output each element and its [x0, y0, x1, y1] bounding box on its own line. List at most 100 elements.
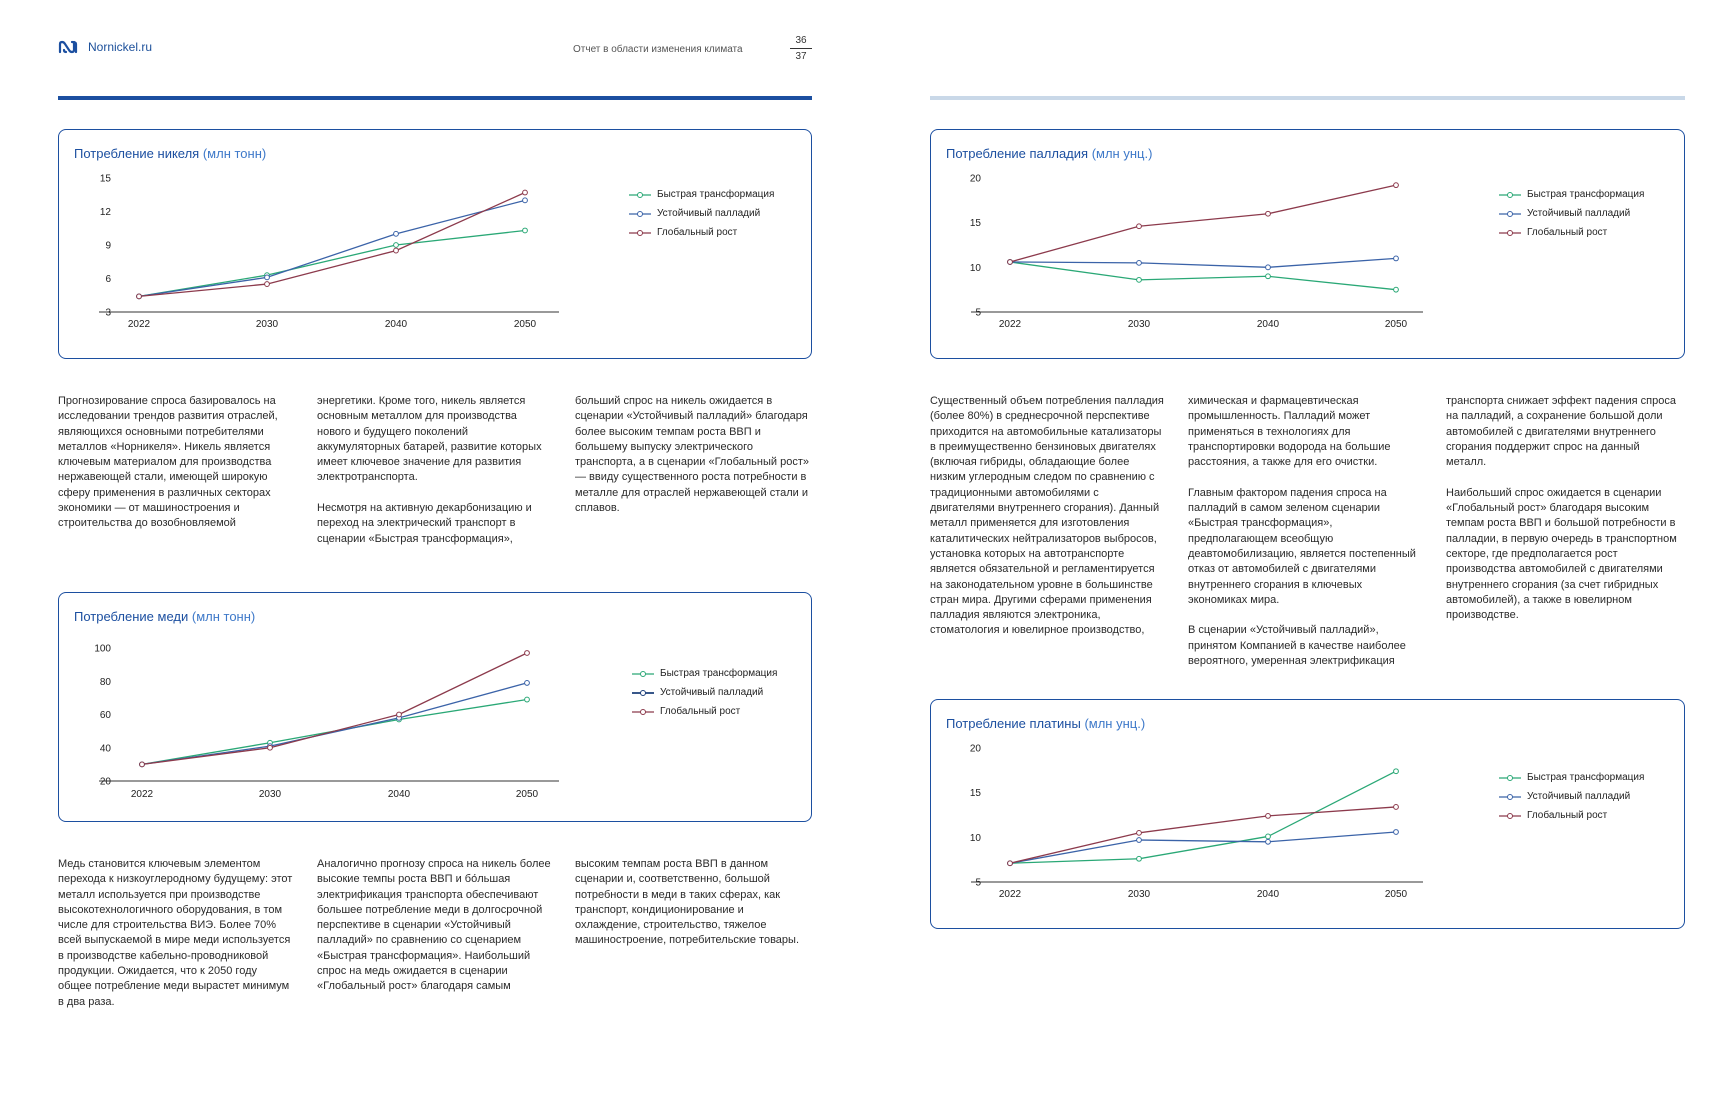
data-point-sustainable — [1136, 837, 1142, 843]
series-line-fast — [1009, 770, 1397, 864]
legend: Быстрая трансформация Устойчивый паллади… — [1499, 768, 1644, 825]
data-point-fast — [1136, 855, 1142, 862]
legend-item-fast: Быстрая трансформация — [1499, 185, 1644, 204]
x-tick-label: 2050 — [1385, 319, 1408, 330]
series-line-fast — [138, 229, 526, 298]
logo[interactable]: Nornickel.ru — [58, 40, 152, 54]
x-tick-label: 2040 — [388, 789, 411, 800]
nickel-chart: Потребление никеля (млн тонн) 3 6 9 12 15 202… — [58, 129, 812, 359]
data-point-fast — [1393, 286, 1399, 293]
legend: Быстрая трансформация Устойчивый паллади… — [629, 185, 774, 242]
series-line-sustainable — [1009, 831, 1397, 864]
y-tick-label: 9 — [105, 241, 111, 252]
data-point-sustainable — [393, 230, 399, 237]
y-tick-label: 10 — [970, 263, 982, 274]
data-point-global — [1136, 223, 1142, 230]
y-tick-label: 60 — [100, 710, 112, 721]
site-link[interactable]: Nornickel.ru — [88, 40, 153, 54]
data-point-global — [1007, 860, 1013, 867]
palladium-text-col-3: транспорта снижает эффект падения спроса… — [1446, 395, 1677, 622]
nickel-text-col-2: энергетики. Кроме того, никель является … — [317, 395, 542, 545]
data-point-global — [267, 744, 273, 751]
x-tick-label: 2050 — [514, 319, 537, 330]
series-line-global — [141, 652, 528, 766]
legend-item-global: Глобальный рост — [1499, 223, 1644, 242]
y-tick-label: 15 — [970, 218, 982, 229]
chart-title: Потребление никеля (млн тонн) — [74, 146, 267, 161]
palladium-text-col-2: химическая и фармацевтическая промышленн… — [1188, 395, 1416, 668]
y-tick-label: 100 — [94, 644, 111, 655]
page-number-bottom: 37 — [795, 51, 807, 62]
y-tick-label: 6 — [105, 274, 111, 285]
data-point-global — [393, 247, 399, 254]
data-point-sustainable — [1393, 829, 1399, 835]
legend-item-global: Глобальный рост — [1499, 806, 1644, 825]
platinum-plot: 5 10 15 20 2022 2030 2040 2050 — [970, 744, 1423, 900]
x-tick-label: 2030 — [1128, 319, 1151, 330]
x-tick-label: 2040 — [385, 319, 408, 330]
report-title: Отчет в области изменения климата — [573, 44, 743, 55]
y-tick-label: 40 — [100, 743, 112, 754]
data-point-global — [524, 650, 530, 656]
copper-text-col-1: Медь становится ключевым элементом перех… — [58, 858, 293, 1008]
data-point-sustainable — [1265, 838, 1271, 845]
data-point-global — [1265, 812, 1271, 819]
header-rule-left — [58, 96, 812, 100]
nickel-text-col-1: Прогнозирование спроса базировалось на и… — [58, 395, 278, 530]
x-tick-label: 2040 — [1257, 889, 1280, 900]
data-point-sustainable — [1393, 255, 1399, 262]
data-point-fast — [1393, 768, 1399, 775]
x-tick-label: 2030 — [256, 319, 279, 330]
chart-title: Потребление палладия (млн унц.) — [946, 146, 1153, 161]
data-point-sustainable — [522, 197, 528, 204]
chart-title: Потребление меди (млн тонн) — [74, 609, 256, 624]
page-number-top: 36 — [795, 35, 807, 46]
data-point-global — [396, 711, 402, 718]
x-tick-label: 2022 — [128, 319, 151, 330]
data-point-global — [139, 761, 145, 768]
data-point-global — [1393, 182, 1399, 189]
data-point-sustainable — [264, 274, 270, 281]
nickel-plot: 3 6 9 12 15 2022 2030 2040 2050 — [99, 174, 559, 330]
data-point-global — [264, 281, 270, 287]
x-tick-label: 2050 — [516, 789, 539, 800]
data-point-fast — [1136, 276, 1142, 283]
legend-item-sustainable: Устойчивый палладий — [629, 204, 774, 223]
data-point-global — [1007, 259, 1013, 265]
y-tick-label: 15 — [970, 788, 982, 799]
data-point-global — [1265, 210, 1271, 217]
nickel-text-col-3: больший спрос на никель ожидается в сцен… — [575, 395, 809, 515]
legend-item-fast: Быстрая трансформация — [629, 185, 774, 204]
y-tick-label: 20 — [100, 777, 112, 788]
data-point-fast — [522, 227, 528, 234]
y-tick-label: 20 — [970, 744, 982, 755]
data-point-sustainable — [1265, 264, 1271, 271]
data-point-sustainable — [1136, 259, 1142, 266]
platinum-chart: Потребление платины (млн унц.) 5 10 15 20 20… — [930, 699, 1685, 929]
y-tick-label: 10 — [970, 833, 982, 844]
x-tick-label: 2030 — [1128, 889, 1151, 900]
x-tick-label: 2022 — [131, 789, 154, 800]
copper-text-col-3: высоким темпам роста ВВП в данном сценар… — [575, 858, 800, 947]
legend-item-sustainable: Устойчивый палладий — [1499, 204, 1644, 223]
x-tick-label: 2040 — [1257, 319, 1280, 330]
series-line-global — [1009, 806, 1397, 864]
x-tick-label: 2022 — [999, 319, 1022, 330]
page-numbers: 36 37 — [790, 34, 812, 63]
palladium-plot: 5 10 15 20 2022 2030 2040 2050 — [970, 174, 1423, 330]
data-point-fast — [524, 696, 530, 703]
data-point-global — [136, 293, 142, 300]
data-point-global — [1136, 829, 1142, 836]
data-point-fast — [1265, 273, 1271, 280]
palladium-chart: Потребление палладия (млн унц.) 5 10 15 20 2… — [930, 129, 1685, 359]
legend-item-global: Глобальный рост — [632, 702, 777, 721]
series-line-fast — [1009, 261, 1397, 291]
legend: Быстрая трансформация Устойчивый паллади… — [632, 664, 777, 721]
y-tick-label: 20 — [970, 174, 982, 185]
chart-title: Потребление платины (млн унц.) — [946, 716, 1146, 731]
y-tick-label: 12 — [100, 207, 112, 218]
legend-item-fast: Быстрая трансформация — [1499, 768, 1644, 787]
data-point-sustainable — [524, 680, 530, 686]
data-point-global — [1393, 804, 1399, 810]
